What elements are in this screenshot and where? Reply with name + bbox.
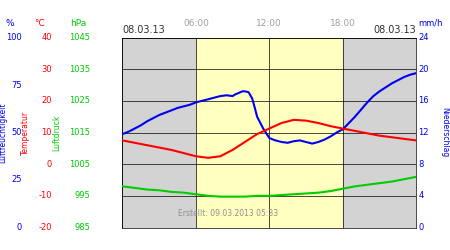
Text: 985: 985 bbox=[74, 223, 90, 232]
Text: 4: 4 bbox=[418, 191, 424, 200]
Text: 12:00: 12:00 bbox=[256, 18, 282, 28]
Text: -20: -20 bbox=[38, 223, 52, 232]
Text: 20: 20 bbox=[41, 96, 52, 105]
Text: 8: 8 bbox=[418, 160, 424, 169]
Text: 1025: 1025 bbox=[69, 96, 90, 105]
Text: 40: 40 bbox=[41, 33, 52, 42]
Text: 995: 995 bbox=[74, 191, 90, 200]
Text: 100: 100 bbox=[6, 33, 22, 42]
Text: 30: 30 bbox=[41, 65, 52, 74]
Text: Erstellt: 09.03.2013 05:33: Erstellt: 09.03.2013 05:33 bbox=[178, 209, 278, 218]
Text: 0: 0 bbox=[46, 160, 52, 169]
Text: Temperatur: Temperatur bbox=[21, 110, 30, 154]
Text: 20: 20 bbox=[418, 65, 429, 74]
Text: 25: 25 bbox=[11, 176, 22, 184]
Text: 1005: 1005 bbox=[69, 160, 90, 169]
Bar bbox=[270, 38, 343, 228]
Text: 16: 16 bbox=[418, 96, 429, 105]
Text: 0: 0 bbox=[16, 223, 22, 232]
Text: Luftdruck: Luftdruck bbox=[53, 114, 62, 151]
Text: -10: -10 bbox=[38, 191, 52, 200]
Text: 12: 12 bbox=[418, 128, 429, 137]
Text: 18:00: 18:00 bbox=[330, 18, 356, 28]
Text: 24: 24 bbox=[418, 33, 429, 42]
Text: Luftfeuchtigkeit: Luftfeuchtigkeit bbox=[0, 102, 7, 163]
Bar bbox=[196, 38, 270, 228]
Text: %: % bbox=[5, 18, 14, 28]
Text: °C: °C bbox=[34, 18, 45, 28]
Text: mm/h: mm/h bbox=[418, 18, 443, 28]
Text: 0: 0 bbox=[418, 223, 424, 232]
Text: 1035: 1035 bbox=[69, 65, 90, 74]
Text: hPa: hPa bbox=[70, 18, 86, 28]
Text: 50: 50 bbox=[11, 128, 22, 137]
Text: 1045: 1045 bbox=[69, 33, 90, 42]
Text: 06:00: 06:00 bbox=[183, 18, 209, 28]
Text: 1015: 1015 bbox=[69, 128, 90, 137]
Text: 08.03.13: 08.03.13 bbox=[374, 25, 416, 35]
Text: 75: 75 bbox=[11, 80, 22, 90]
Text: 08.03.13: 08.03.13 bbox=[122, 25, 165, 35]
Text: 10: 10 bbox=[41, 128, 52, 137]
Text: Niederschlag: Niederschlag bbox=[440, 108, 449, 158]
